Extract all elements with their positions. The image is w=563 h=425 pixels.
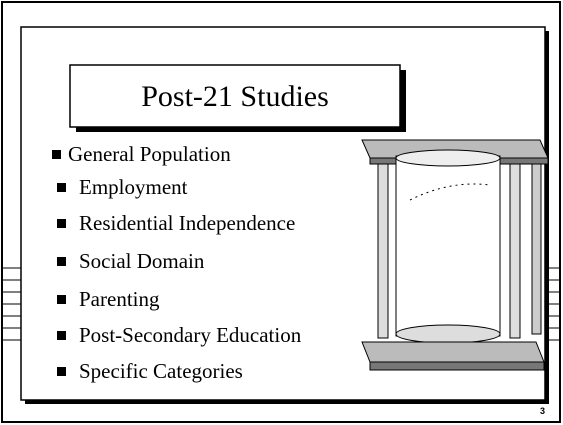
page: Post-21 Studies General Population Employ… [0,0,563,425]
title: Post-21 Studies [141,80,329,113]
bullet-square [57,219,66,228]
bullet-text: General Population [68,142,231,166]
bullet-square [57,367,66,376]
bullet-text: Specific Categories [79,359,243,383]
bullet-text: Residential Independence [79,211,295,235]
bullet-text: Post-Secondary Education [79,323,302,347]
bullet-square [57,331,66,340]
bullet-text: Social Domain [79,249,205,273]
bullet-square [52,150,61,159]
bullet-square [57,295,66,304]
bullet-square [57,183,66,192]
slide: Post-21 Studies General Population Employ… [0,0,563,425]
bullet-text: Employment [79,175,188,199]
page-number: 3 [540,406,545,416]
bullet-square [57,257,66,266]
bullet-text: Parenting [79,287,160,311]
